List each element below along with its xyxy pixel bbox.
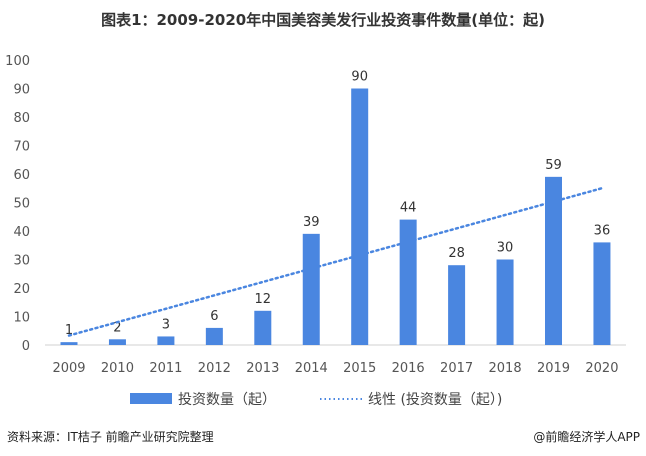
bar-2020 bbox=[593, 242, 611, 345]
x-tick-label: 2012 bbox=[198, 361, 231, 376]
x-tick-label: 2020 bbox=[585, 361, 618, 376]
y-tick-label: 100 bbox=[5, 54, 30, 69]
x-tick-label: 2010 bbox=[101, 361, 134, 376]
y-tick-label: 80 bbox=[13, 111, 30, 126]
bar-2018 bbox=[496, 259, 514, 345]
bar-2019 bbox=[545, 176, 562, 345]
data-label-2014: 39 bbox=[303, 215, 320, 230]
y-tick-label: 40 bbox=[13, 225, 30, 240]
data-label-2019: 59 bbox=[545, 158, 562, 173]
bar-2011 bbox=[157, 336, 175, 345]
data-label-2011: 3 bbox=[162, 317, 170, 332]
bar-2009 bbox=[60, 342, 78, 345]
source-note: 资料来源：IT桔子 前瞻产业研究院整理 bbox=[7, 430, 214, 444]
legend-bar-swatch bbox=[130, 393, 172, 404]
data-label-2013: 12 bbox=[255, 292, 272, 307]
x-tick-label: 2014 bbox=[295, 361, 328, 376]
bar-2014 bbox=[302, 233, 320, 345]
bar-2015 bbox=[351, 88, 369, 345]
x-tick-label: 2018 bbox=[489, 361, 522, 376]
y-tick-label: 20 bbox=[13, 282, 30, 297]
bar-2013 bbox=[254, 310, 272, 345]
bar-2010 bbox=[108, 339, 126, 345]
data-label-2009: 1 bbox=[65, 323, 73, 338]
y-tick-label: 90 bbox=[13, 83, 30, 98]
legend-trend-label: 线性 (投资数量（起）) bbox=[368, 392, 502, 408]
data-label-2020: 36 bbox=[594, 223, 611, 238]
x-tick-label: 2016 bbox=[392, 361, 425, 376]
y-tick-label: 0 bbox=[22, 339, 30, 354]
y-tick-label: 70 bbox=[13, 140, 30, 155]
chart-title: 图表1：2009-2020年中国美容美发行业投资事件数量(单位：起) bbox=[101, 11, 545, 29]
bar-2012 bbox=[205, 327, 223, 345]
trendline bbox=[67, 186, 604, 337]
data-label-2018: 30 bbox=[497, 241, 514, 256]
x-tick-label: 2011 bbox=[149, 361, 182, 376]
y-tick-label: 60 bbox=[13, 168, 30, 183]
bar-2016 bbox=[399, 219, 417, 345]
data-label-2015: 90 bbox=[351, 70, 368, 85]
data-label-2016: 44 bbox=[400, 201, 417, 216]
data-label-2012: 6 bbox=[210, 309, 218, 324]
x-tick-label: 2009 bbox=[52, 361, 85, 376]
x-tick-label: 2013 bbox=[246, 361, 279, 376]
x-tick-label: 2015 bbox=[343, 361, 376, 376]
bar-2017 bbox=[448, 265, 466, 345]
x-tick-label: 2019 bbox=[537, 361, 570, 376]
legend-bar-label: 投资数量（起） bbox=[178, 392, 276, 408]
credit-note: @前瞻经济学人APP bbox=[533, 430, 640, 444]
data-label-2010: 2 bbox=[113, 320, 121, 335]
x-tick-label: 2017 bbox=[440, 361, 473, 376]
y-tick-label: 10 bbox=[13, 311, 30, 326]
y-tick-label: 30 bbox=[13, 254, 30, 269]
y-tick-label: 50 bbox=[13, 197, 30, 212]
data-label-2017: 28 bbox=[448, 246, 465, 261]
